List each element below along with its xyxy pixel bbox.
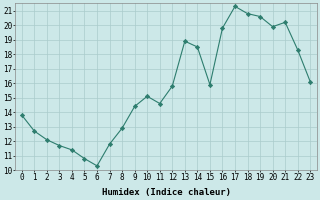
X-axis label: Humidex (Indice chaleur): Humidex (Indice chaleur)	[101, 188, 230, 197]
